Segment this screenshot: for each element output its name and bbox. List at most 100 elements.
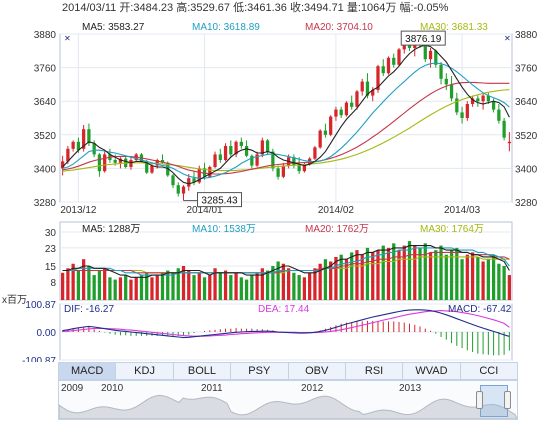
candle xyxy=(376,64,380,93)
candle xyxy=(187,174,191,191)
candle xyxy=(476,95,480,107)
navigator-selection-window[interactable] xyxy=(480,385,508,417)
tab-macd[interactable]: MACD xyxy=(59,363,117,379)
candle-body xyxy=(265,140,270,152)
candle xyxy=(313,146,317,160)
candle-body xyxy=(313,147,317,159)
candle-body xyxy=(444,78,448,85)
corner-marker-right: ✕ xyxy=(504,34,511,43)
volume-bar xyxy=(208,275,212,300)
candle xyxy=(334,106,338,121)
candle-body xyxy=(386,57,391,74)
volume-bar xyxy=(234,272,238,300)
candle xyxy=(213,151,217,169)
candle-body xyxy=(497,109,501,121)
volume-bar xyxy=(418,247,422,300)
candle xyxy=(455,92,459,116)
ohlc-header: 2014/03/11 开:3484.23 高:3529.67 低:3461.36… xyxy=(62,0,538,16)
tab-boll[interactable]: BOLL xyxy=(174,363,232,379)
volume-bar xyxy=(344,259,349,300)
range-navigator[interactable]: 2009 2010 2011 2012 2013 xyxy=(58,380,518,420)
volume-bar xyxy=(486,259,490,300)
volume-bar xyxy=(491,254,496,300)
candle-body xyxy=(118,158,123,163)
stock-chart[interactable]: 3880 3880 3760 3760 3640 3640 3520 3520 3400 3400… xyxy=(0,0,540,362)
candle xyxy=(491,98,496,113)
candle xyxy=(329,115,333,137)
candle-body xyxy=(76,141,81,151)
header-close: 收:3494.71 xyxy=(289,2,344,14)
candle-body xyxy=(292,157,296,166)
legend-dif: DIF: -16.27 xyxy=(64,304,114,315)
price-tick-right: 3520 xyxy=(515,131,538,142)
candle-body xyxy=(376,66,380,90)
candle-body xyxy=(271,151,275,169)
candle-body xyxy=(276,168,280,177)
candle xyxy=(176,182,180,197)
candle xyxy=(323,123,328,138)
volume-bar xyxy=(455,247,459,300)
price-x-tick-label: 2014/02 xyxy=(318,205,355,216)
dif-line xyxy=(62,309,510,339)
price-tick-left: 3520 xyxy=(34,131,57,142)
candle-body xyxy=(355,91,359,107)
candle xyxy=(481,92,485,110)
candle xyxy=(171,174,175,188)
price-ma20-line xyxy=(62,81,510,175)
volume-bar xyxy=(218,272,222,300)
price-x-tick-label: 2014/03 xyxy=(444,205,481,216)
candle xyxy=(129,157,133,170)
candle xyxy=(234,140,238,158)
tab-obv[interactable]: OBV xyxy=(289,363,346,379)
candle-body xyxy=(82,129,86,149)
tab-wvad[interactable]: WVAD xyxy=(403,363,461,379)
header-high: 高:3529.67 xyxy=(176,2,231,14)
navigator-year-label: 2009 xyxy=(61,383,84,394)
candle-body xyxy=(329,116,333,135)
volume-bar xyxy=(313,268,317,300)
candle-body xyxy=(113,160,117,163)
candle-body xyxy=(176,185,180,194)
candle xyxy=(103,151,107,173)
candle xyxy=(434,49,438,68)
candle-body xyxy=(439,64,443,79)
candle xyxy=(465,101,469,121)
tab-cci[interactable]: CCI xyxy=(479,365,499,377)
tab-psy[interactable]: PSY xyxy=(231,363,289,379)
volume-bar xyxy=(308,272,312,300)
volume-bar xyxy=(124,275,128,300)
candle-body xyxy=(392,57,396,65)
volume-bar xyxy=(502,266,506,300)
candle-body xyxy=(381,66,385,74)
header-open: 开:3484.23 xyxy=(119,2,174,14)
candle-body xyxy=(323,130,328,135)
candle xyxy=(218,148,222,163)
volume-bar xyxy=(465,254,469,300)
price-tick-right: 3280 xyxy=(515,198,538,209)
candle-body xyxy=(155,160,159,166)
candle xyxy=(229,140,233,158)
volume-bar xyxy=(497,263,501,300)
candle-body xyxy=(502,120,506,138)
volume-bar xyxy=(444,254,448,300)
price-tick-right: 3880 xyxy=(515,30,538,41)
candle-body xyxy=(281,165,286,177)
tab-kdj[interactable]: KDJ xyxy=(116,363,174,379)
navigator-left-handle[interactable] xyxy=(476,391,483,409)
tab-rsi[interactable]: RSI xyxy=(346,363,404,379)
candle-body xyxy=(208,167,212,177)
candle xyxy=(355,90,359,110)
candle-body xyxy=(197,168,201,183)
volume-bar xyxy=(255,272,259,300)
price-tick-right: 3640 xyxy=(515,97,538,108)
candle xyxy=(297,157,301,174)
candle xyxy=(344,101,349,117)
candle-body xyxy=(103,154,107,172)
volume-tick-label: 23 xyxy=(45,244,57,255)
legend-volume-ma5: MA5: 1288万 xyxy=(82,224,140,235)
volume-panel-frame xyxy=(59,221,513,301)
candle xyxy=(350,95,354,110)
candle-body xyxy=(302,164,307,172)
volume-bar xyxy=(407,241,412,300)
navigator-right-handle[interactable] xyxy=(504,391,511,409)
